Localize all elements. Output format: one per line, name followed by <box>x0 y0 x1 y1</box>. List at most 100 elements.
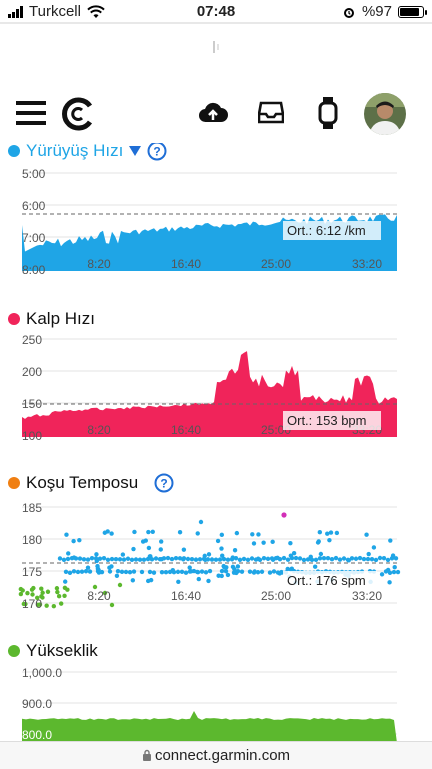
cadence-point <box>385 557 391 563</box>
inbox-tray-icon[interactable] <box>258 100 284 124</box>
cadence-point <box>113 557 119 562</box>
walk_speed-y-tick: 8:00 <box>22 263 46 275</box>
cadence-point <box>139 569 145 575</box>
cadence-dot <box>8 477 20 489</box>
cadence-point <box>390 553 396 558</box>
cadence-header: Koşu Temposu ? <box>8 473 174 493</box>
cadence-point <box>141 557 147 562</box>
cadence-point <box>388 538 393 543</box>
cadence-point-low <box>58 601 64 606</box>
cadence-point <box>270 557 276 562</box>
cadence-point <box>308 554 313 560</box>
address-bar[interactable]: connect.garmin.com <box>0 741 432 769</box>
cadence-point <box>71 569 77 574</box>
svg-text:?: ? <box>154 145 161 159</box>
cadence-point <box>245 557 251 562</box>
cadence-point <box>181 547 187 552</box>
cadence-point <box>256 556 261 561</box>
walk_speed-x-tick: 33:20 <box>352 257 382 271</box>
cadence-point <box>202 553 207 559</box>
cadence-point <box>71 538 76 544</box>
cadence-point <box>173 555 179 561</box>
cadence-point-low <box>55 589 60 595</box>
cadence-point <box>199 569 205 574</box>
cloud-upload-icon[interactable] <box>198 100 228 126</box>
cadence-y-tick: 175 <box>22 565 42 579</box>
garmin-connect-logo-icon[interactable] <box>60 96 96 132</box>
cadence-avg-label: Ort.: 176 spm <box>287 573 366 588</box>
cadence-point <box>219 532 225 538</box>
cadence-point <box>151 570 157 575</box>
cadence-point <box>94 558 99 564</box>
walk-speed-header[interactable]: Yürüyüş Hızı ? <box>8 143 167 161</box>
cadence-point <box>65 556 71 562</box>
cadence-point <box>77 538 82 543</box>
cadence-point <box>197 557 203 562</box>
cadence-point <box>97 556 103 561</box>
cadence-point <box>265 556 271 562</box>
cadence-point <box>291 551 297 556</box>
cadence-y-tick: 185 <box>22 501 42 515</box>
cadence-point <box>159 539 164 544</box>
cadence-y-tick: 170 <box>22 597 42 611</box>
wifi-icon <box>87 4 105 18</box>
walk-speed-chart[interactable]: 5:00 6:00 7:00 8:00 8:20 16:40 25:00 33:20 Ort.:… <box>0 165 432 275</box>
cadence-point <box>393 556 399 561</box>
alarm-icon <box>343 7 354 18</box>
cadence-x-tick: 8:20 <box>87 589 111 603</box>
caret-down-icon[interactable] <box>129 146 142 156</box>
elevation-chart[interactable]: 1,000.0 900.0 800.0 <box>0 663 432 741</box>
cadence-point-low <box>39 586 44 591</box>
cadence-point <box>183 570 189 575</box>
cadence-point <box>353 556 359 561</box>
cadence-point <box>146 545 152 551</box>
cadence-point <box>271 569 277 574</box>
cadence-point <box>288 553 294 558</box>
help-circle-icon[interactable]: ? <box>154 473 174 493</box>
cadence-point <box>189 556 195 562</box>
battery-percent: %97 <box>361 3 392 20</box>
hamburger-menu-icon[interactable] <box>16 100 46 126</box>
cadence-point <box>315 540 321 545</box>
cadence-point <box>225 557 231 562</box>
cadence-point <box>297 556 303 561</box>
cadence-point-low <box>29 587 35 592</box>
cadence-point <box>221 556 227 562</box>
help-circle-icon[interactable]: ? <box>147 143 167 161</box>
cadence-point-low <box>54 586 60 591</box>
cadence-point <box>109 531 114 536</box>
cadence-point <box>57 556 63 561</box>
cadence-point <box>395 569 401 575</box>
cadence-point <box>181 557 186 562</box>
cadence-point <box>67 570 73 576</box>
cadence-point <box>198 519 204 525</box>
cadence-point-low <box>30 592 35 597</box>
cadence-point <box>239 569 245 574</box>
cadence-point <box>261 540 266 545</box>
cadence-point <box>251 541 257 546</box>
cadence-point <box>83 569 89 574</box>
cadence-point <box>203 557 208 562</box>
loading-indicator-icon <box>213 41 219 53</box>
cadence-point <box>175 569 181 575</box>
cadence-point <box>148 554 153 559</box>
cadence-point-low <box>109 602 115 608</box>
cadence-point <box>293 555 299 561</box>
cadence-x-tick: 33:20 <box>352 589 382 603</box>
cadence-point <box>209 557 215 562</box>
elevation-header: Yükseklik <box>8 641 98 661</box>
watch-icon[interactable] <box>318 97 338 129</box>
heart-rate-header: Kalp Hızı <box>8 309 95 329</box>
cadence-point <box>317 530 323 535</box>
cadence-point-low <box>25 590 30 596</box>
cadence-point <box>101 555 107 561</box>
cadence-point <box>318 551 324 557</box>
cadence-point <box>176 579 181 584</box>
walk-speed-title: Yürüyüş Hızı <box>26 143 124 160</box>
user-avatar[interactable] <box>364 93 406 135</box>
cadence-point <box>217 557 223 562</box>
heart_rate-y-tick: 200 <box>22 365 42 379</box>
walk_speed-avg-bg <box>283 221 381 240</box>
